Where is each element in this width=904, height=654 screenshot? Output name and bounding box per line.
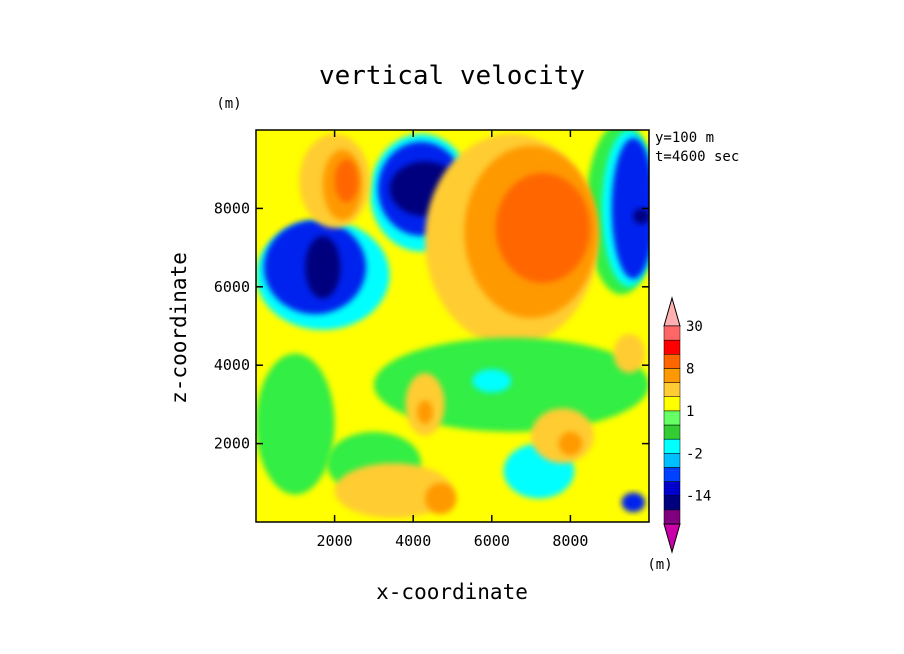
colorbar-segment: [663, 396, 681, 412]
colorbar: 30 8 1 -2 -14: [663, 296, 711, 554]
contour-region-orange: [424, 482, 457, 515]
colorbar-min-arrow: [663, 523, 681, 554]
colorbar-tick-label: 30: [686, 319, 703, 335]
contour-region-blue: [621, 492, 646, 513]
y-axis: 2000 4000 6000 8000: [214, 199, 649, 453]
colorbar-segment: [663, 509, 681, 525]
x-tick-label: 2000: [317, 532, 353, 550]
colorbar-segment: [663, 339, 681, 355]
info-line-y: y=100 m: [655, 130, 714, 146]
contour-region-darkorange: [334, 159, 359, 203]
colorbar-segment: [663, 410, 681, 426]
colorbar-segment: [663, 481, 681, 496]
x-axis: 2000 4000 6000 8000: [317, 130, 588, 550]
colorbar-segment: [663, 453, 681, 468]
colorbar-segment: [663, 368, 681, 383]
y-unit-label: (m): [216, 96, 241, 112]
plot-frame: [255, 129, 650, 523]
contour-region-green: [256, 353, 335, 495]
contour-region-lightorange: [613, 333, 646, 374]
info-line-t: t=4600 sec: [655, 149, 739, 165]
colorbar-tick-label: -14: [686, 489, 711, 505]
colorbar-segment: [663, 424, 681, 440]
contour-region-darkblue: [633, 208, 649, 225]
contour-region-orange: [417, 400, 433, 424]
colorbar-segment: [663, 354, 681, 369]
colorbar-segment: [663, 382, 681, 397]
contour-region-darkblue: [305, 235, 341, 299]
contour-region-cyan: [472, 369, 512, 393]
colorbar-tick-label: 8: [686, 361, 694, 377]
y-tick-label: 8000: [214, 199, 250, 217]
contour-region-darkorange: [495, 173, 591, 283]
y-axis-label: z-coordinate: [167, 252, 191, 404]
colorbar-unit: (m): [647, 557, 672, 573]
x-axis-label: x-coordinate: [376, 580, 528, 604]
colorbar-segment: [663, 467, 681, 482]
colorbar-segment: [663, 495, 681, 511]
plot-area: [256, 130, 649, 522]
x-tick-label: 6000: [474, 532, 510, 550]
x-tick-label: 8000: [552, 532, 588, 550]
y-tick-label: 4000: [214, 356, 250, 374]
colorbar-tick-label: -2: [686, 446, 703, 462]
chart-title: vertical velocity: [319, 61, 585, 91]
x-tick-label: 4000: [395, 532, 431, 550]
colorbar-max-arrow: [663, 296, 681, 327]
y-tick-label: 6000: [214, 278, 250, 296]
colorbar-segment: [663, 325, 681, 341]
contour-region-blue: [611, 137, 649, 279]
colorbar-segment: [663, 438, 681, 454]
contour-region-lightorange: [334, 463, 453, 519]
colorbar-tick-label: 1: [686, 404, 694, 420]
contour-region-orange: [558, 431, 583, 456]
y-tick-label: 2000: [214, 435, 250, 453]
